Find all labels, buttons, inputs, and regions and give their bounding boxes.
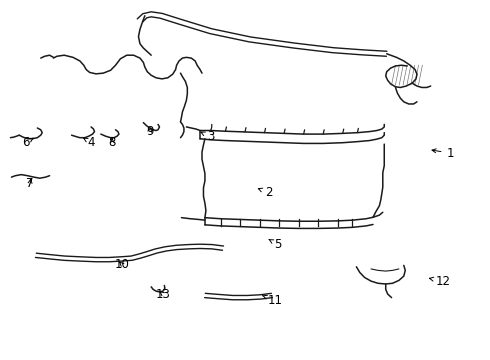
Text: 6: 6 [23, 136, 33, 149]
Text: 8: 8 [108, 136, 116, 149]
Text: 3: 3 [201, 130, 215, 144]
Text: 11: 11 [262, 294, 283, 307]
Text: 4: 4 [84, 136, 95, 149]
Text: 7: 7 [26, 177, 34, 190]
Text: 2: 2 [258, 186, 272, 199]
Text: 5: 5 [269, 238, 282, 251]
Text: 9: 9 [146, 125, 153, 138]
Text: 12: 12 [429, 275, 450, 288]
Text: 10: 10 [115, 258, 129, 271]
Text: 1: 1 [432, 147, 454, 159]
Text: 13: 13 [155, 288, 171, 301]
